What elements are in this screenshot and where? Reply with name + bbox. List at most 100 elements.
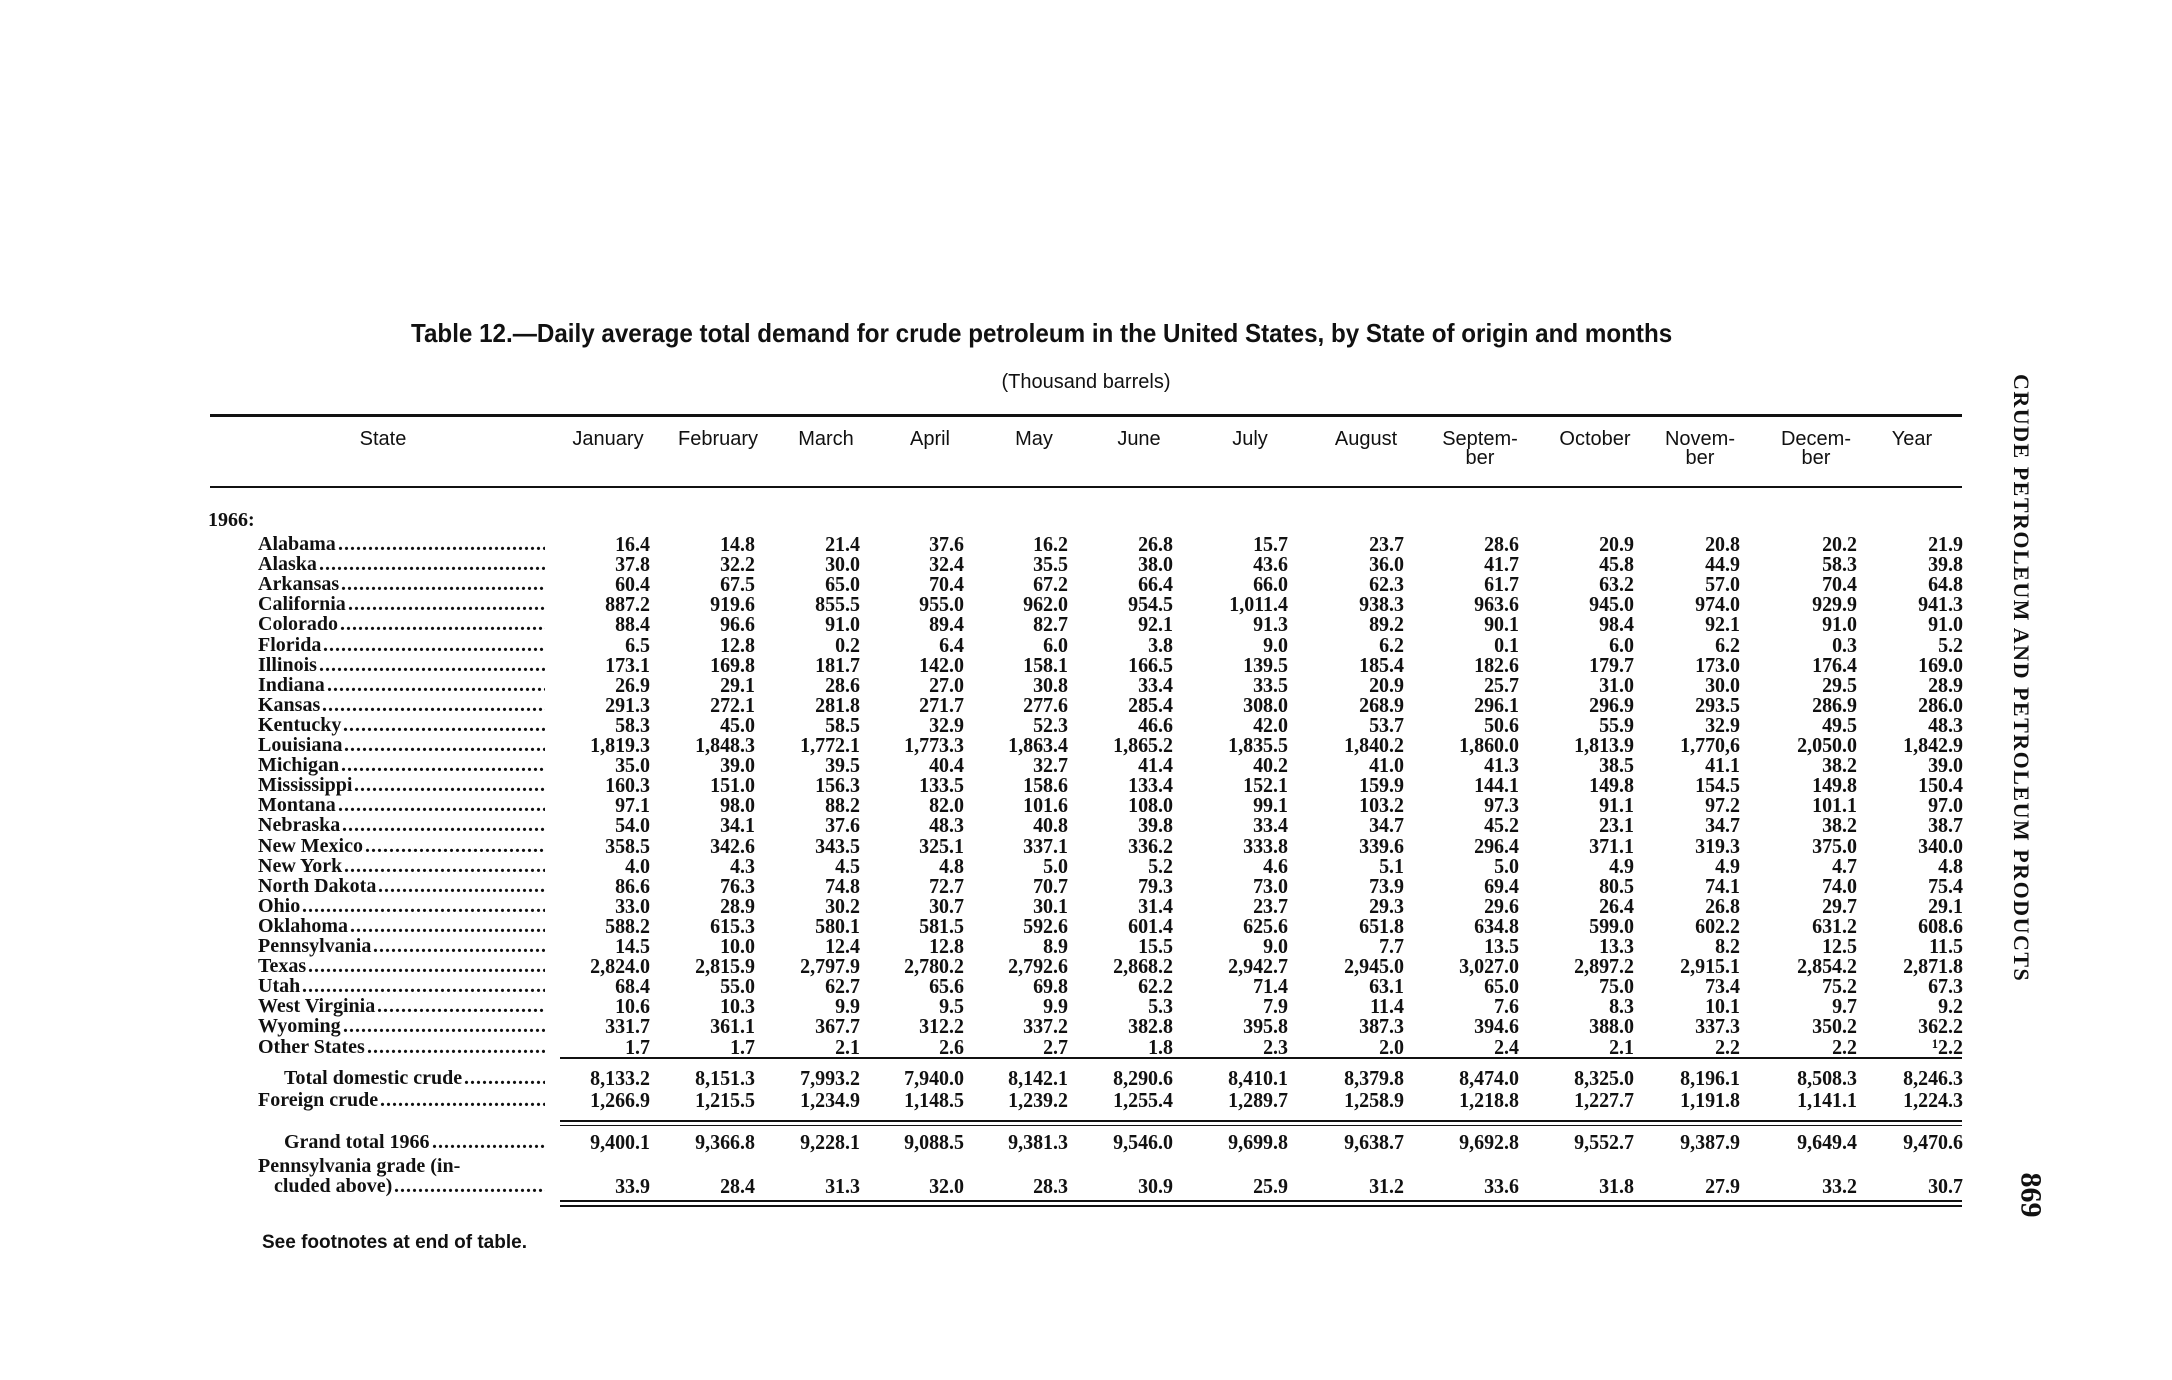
row-label: Ohio — [258, 894, 301, 917]
table-cell: 13.5 — [1484, 934, 1519, 958]
total-row: Total domestic crude....................… — [0, 1066, 2172, 1090]
column-header: May — [1015, 428, 1053, 450]
table-cell: 63.2 — [1599, 572, 1634, 597]
table-cell: 38.7 — [1928, 813, 1963, 838]
table-cell: 1,266.9 — [590, 1088, 650, 1112]
table-cell: 9,649.4 — [1797, 1130, 1857, 1154]
table-cell: 8,508.3 — [1797, 1066, 1857, 1090]
table-cell: 90.1 — [1484, 612, 1519, 637]
table-cell: 43.6 — [1253, 552, 1288, 577]
table-cell: 10.1 — [1705, 994, 1740, 1019]
table-row: Florida.................................… — [0, 632, 2172, 657]
table-cell: 27.9 — [1705, 1174, 1740, 1198]
table-cell: 4.8 — [1938, 853, 1963, 878]
table-cell: 8,246.3 — [1903, 1066, 1963, 1090]
table-cell: 8,474.0 — [1459, 1066, 1519, 1090]
total-rule-2 — [560, 1125, 1962, 1126]
table-cell: 1.8 — [1148, 1034, 1173, 1059]
table-cell: 1,258.9 — [1344, 1088, 1404, 1112]
table-cell: 4.0 — [625, 853, 650, 878]
table-cell: 8,290.6 — [1113, 1066, 1173, 1090]
table-cell: 268.9 — [1359, 692, 1404, 717]
table-cell: 91.0 — [1928, 612, 1963, 637]
table-cell: 31.4 — [1138, 893, 1173, 918]
table-cell: 6.4 — [939, 632, 964, 657]
leader-dots: ........................................… — [350, 915, 545, 936]
table-cell: 41.1 — [1705, 753, 1740, 778]
row-label: Kansas — [258, 693, 321, 716]
table-cell: 281.8 — [815, 692, 860, 717]
table-cell: 3.8 — [1148, 632, 1173, 657]
table-cell: 31.2 — [1369, 1174, 1404, 1198]
table-cell: 2.2 — [1715, 1034, 1740, 1059]
leader-dots: ........................................… — [394, 1176, 545, 1196]
table-cell: 60.4 — [615, 572, 650, 597]
table-cell: 7.6 — [1494, 994, 1519, 1019]
table-cell: 151.0 — [710, 773, 755, 798]
table-cell: 173.1 — [605, 652, 650, 677]
table-cell: 40.2 — [1253, 753, 1288, 778]
table-cell: 108.0 — [1128, 793, 1173, 818]
table-cell: 1,860.0 — [1459, 733, 1519, 757]
row-label-continued: cluded above) — [274, 1175, 393, 1197]
row-label: Indiana — [258, 673, 325, 696]
table-cell: 8.2 — [1715, 934, 1740, 958]
leader-dots: ........................................… — [302, 976, 545, 997]
row-label: New York — [258, 854, 343, 877]
total-row: Foreign crude...........................… — [0, 1088, 2172, 1112]
leader-dots: ........................................… — [344, 855, 545, 876]
table-cell: 69.4 — [1484, 873, 1519, 898]
leader-dots: ........................................… — [302, 895, 545, 916]
row-label: Kentucky — [258, 713, 342, 736]
table-cell: 26.4 — [1599, 893, 1634, 918]
table-cell: 2.1 — [835, 1034, 860, 1059]
table-cell: 15.7 — [1253, 532, 1288, 556]
table-cell: 97.1 — [615, 793, 650, 818]
column-header: Decem- ber — [1780, 428, 1851, 469]
table-cell: 41.0 — [1369, 753, 1404, 778]
table-row: Alaska..................................… — [0, 552, 2172, 577]
table-cell: 9.5 — [939, 994, 964, 1019]
table-cell: 1,215.5 — [695, 1088, 755, 1112]
table-cell: 149.8 — [1589, 773, 1634, 798]
table-cell: 31.3 — [825, 1174, 860, 1198]
table-cell: 350.2 — [1812, 1014, 1857, 1039]
table-cell: 32.0 — [929, 1174, 964, 1198]
table-cell: 31.8 — [1599, 1174, 1634, 1198]
table-cell: 9,366.8 — [695, 1130, 755, 1154]
table-cell: 1,819.3 — [590, 733, 650, 757]
leader-dots: ........................................… — [464, 1068, 545, 1088]
table-cell: 29.3 — [1369, 893, 1404, 918]
total-rule-1 — [560, 1120, 1962, 1122]
table-cell: 154.5 — [1695, 773, 1740, 798]
table-cell: 634.8 — [1474, 913, 1519, 938]
table-cell: 133.5 — [919, 773, 964, 798]
column-header: March — [798, 428, 854, 450]
table-cell: 2.2 — [1832, 1034, 1857, 1059]
table-cell: 49.5 — [1822, 712, 1857, 737]
table-cell: 2,897.2 — [1574, 954, 1634, 979]
table-cell: 2,780.2 — [904, 954, 964, 979]
leader-dots: ........................................… — [432, 1132, 545, 1152]
table-cell: 2,915.1 — [1680, 954, 1740, 979]
table-cell: 358.5 — [605, 833, 650, 858]
row-label: Mississippi — [258, 774, 353, 797]
table-row: Wyoming.................................… — [0, 1014, 2172, 1039]
row-label: Texas — [258, 955, 307, 978]
table-cell: 16.2 — [1033, 532, 1068, 556]
table-cell: 97.2 — [1705, 793, 1740, 818]
row-label: Michigan — [258, 754, 340, 777]
table-cell: 2.6 — [939, 1034, 964, 1059]
table-cell: 159.9 — [1359, 773, 1404, 798]
table-cell: 362.2 — [1918, 1014, 1963, 1039]
table-row: Kansas..................................… — [0, 692, 2172, 717]
row-label: Louisiana — [258, 734, 343, 756]
table-row: New Mexico..............................… — [0, 833, 2172, 858]
table-cell: 277.6 — [1023, 692, 1068, 717]
table-cell: 20.9 — [1369, 672, 1404, 697]
table-cell: 91.3 — [1253, 612, 1288, 637]
table-cell: 2,868.2 — [1113, 954, 1173, 979]
table-cell: 1,148.5 — [904, 1088, 964, 1112]
table-cell: 74.1 — [1705, 873, 1740, 898]
table-cell: 21.9 — [1928, 532, 1963, 556]
